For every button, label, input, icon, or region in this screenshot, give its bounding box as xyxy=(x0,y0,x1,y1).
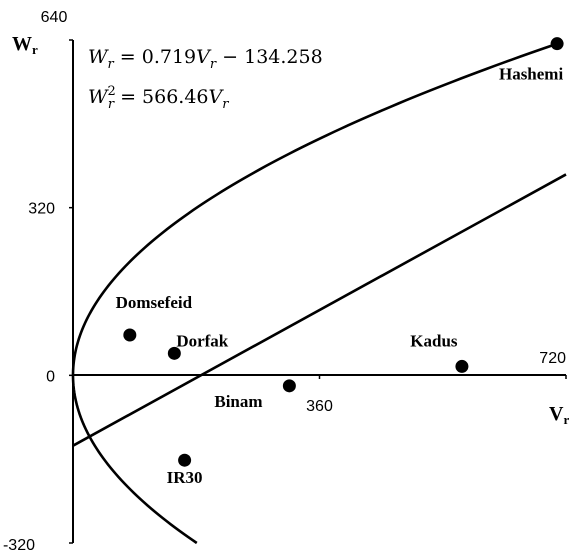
parabola-equation: W2 r = 566.46Vr xyxy=(88,84,229,112)
y-tick-label: 640 xyxy=(41,9,68,26)
tick-labels: 640 320 0 -320 360 720 xyxy=(3,9,566,554)
label-domsefeid: Domsefeid xyxy=(116,293,193,312)
parabola-fit-curve xyxy=(71,42,558,545)
label-dorfak: Dorfak xyxy=(176,331,228,350)
x-axis-title: Vr xyxy=(549,403,569,427)
fit-curves xyxy=(71,42,567,545)
y-tick-label: -320 xyxy=(3,537,35,554)
axes xyxy=(69,39,567,544)
label-binam: Binam xyxy=(214,392,262,411)
label-kadus: Kadus xyxy=(410,331,458,350)
point-domsefeid xyxy=(123,328,137,342)
data-points xyxy=(123,37,564,467)
y-tick-label: 320 xyxy=(28,201,55,218)
label-ir30: IR30 xyxy=(167,468,203,487)
x-tick-label: 720 xyxy=(539,350,566,367)
point-hashemi xyxy=(550,37,564,51)
x-tick-label: 360 xyxy=(306,398,333,415)
point-ir30 xyxy=(178,453,192,467)
linear-equation: Wr = 0.719Vr − 134.258 xyxy=(88,46,323,72)
label-hashemi: Hashemi xyxy=(499,65,564,84)
point-labels: Hashemi Domsefeid Dorfak Kadus Binam IR30 xyxy=(116,65,564,488)
y-tick-label: 0 xyxy=(46,368,55,385)
point-dorfak xyxy=(167,346,181,360)
y-axis-title: Wr xyxy=(12,33,38,57)
linear-fit-line xyxy=(72,173,567,447)
point-kadus xyxy=(455,359,469,373)
point-binam xyxy=(282,379,296,393)
